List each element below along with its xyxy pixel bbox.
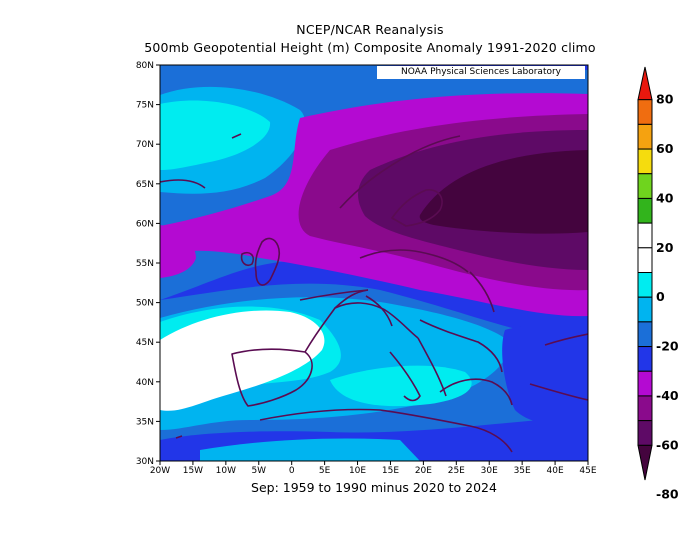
credit-label: NOAA Physical Sciences Laboratory	[377, 66, 585, 79]
colorbar-label: 40	[656, 190, 674, 205]
coastlines	[160, 133, 588, 453]
colorbar-label: 60	[656, 141, 674, 156]
colorbar-segment	[637, 123, 653, 150]
lon-label: 5W	[251, 466, 266, 476]
footer-caption: Sep: 1959 to 1990 minus 2020 to 2024	[251, 480, 497, 495]
colorbar-segment	[637, 99, 653, 125]
lat-label: 65N	[136, 180, 154, 190]
colorbar-segment	[637, 444, 653, 481]
lat-label: 40N	[136, 378, 154, 388]
lon-label: 5E	[319, 466, 331, 476]
colorbar-segment	[637, 173, 653, 199]
colorbar-label: -80	[656, 487, 679, 502]
title-line-1: NCEP/NCAR Reanalysis	[296, 22, 444, 37]
band-minus-10-med	[330, 365, 472, 407]
colorbar-segment	[637, 296, 653, 323]
colorbar-segment	[637, 420, 653, 446]
lat-label: 30N	[136, 457, 154, 467]
lon-label: 20E	[415, 466, 432, 476]
lat-label: 35N	[136, 417, 154, 427]
colorbar-segment	[637, 395, 653, 422]
colorbar-segment	[637, 247, 653, 273]
colorbar-label: 80	[656, 92, 674, 107]
title-line-2: 500mb Geopotential Height (m) Composite …	[144, 40, 596, 55]
lon-label: 10E	[349, 466, 366, 476]
lon-label: 30E	[481, 466, 498, 476]
band-minus-50-west	[160, 225, 196, 278]
lon-label: 45E	[579, 466, 596, 476]
band-minus-20-africa	[200, 438, 420, 461]
band-minus-10-atlantic	[160, 100, 271, 170]
lon-label: 0	[289, 466, 295, 476]
lon-label: 25E	[448, 466, 465, 476]
colorbar	[637, 66, 653, 481]
colorbar-segment	[637, 197, 653, 224]
lon-label: 20W	[150, 466, 170, 476]
colorbar-segment	[637, 66, 653, 101]
colorbar-segment	[637, 321, 653, 348]
lon-label: 35E	[514, 466, 531, 476]
colorbar-segment	[637, 272, 653, 298]
colorbar-segment	[637, 370, 653, 397]
band-minus-80	[419, 150, 588, 234]
lon-label: 15W	[183, 466, 203, 476]
lon-label: 15E	[382, 466, 399, 476]
colorbar-label: 20	[656, 240, 674, 255]
lat-label: 60N	[136, 219, 154, 229]
colorbar-label: -40	[656, 388, 679, 403]
colorbar-segment	[637, 148, 653, 175]
lat-label: 75N	[136, 101, 154, 111]
colorbar-label: 0	[656, 289, 665, 304]
lon-label: 10W	[216, 466, 236, 476]
colorbar-segment	[637, 346, 653, 372]
band-minus-40-east	[502, 324, 588, 425]
colorbar-label: -60	[656, 437, 679, 452]
lat-label: 70N	[136, 140, 154, 150]
lat-label: 45N	[136, 338, 154, 348]
colorbar-segment	[637, 222, 653, 249]
lon-label: 40E	[547, 466, 564, 476]
longitude-labels: 20W 15W 10W 5W 0 5E 10E 15E 20E 25E 30E 35E 40E 45E	[150, 461, 597, 476]
latitude-labels: 80N 75N 70N 65N 60N 55N 50N 45N 40N 35N 30N	[136, 61, 160, 467]
band-zero-iberia	[160, 310, 325, 411]
colorbar-label: -20	[656, 339, 679, 354]
colorbar-labels: 80 60 40 20 0 -20 -40 -60 -80	[656, 92, 679, 502]
anomaly-field	[160, 65, 588, 461]
lat-label: 80N	[136, 61, 154, 71]
lat-label: 55N	[136, 259, 154, 269]
lat-label: 50N	[136, 299, 154, 309]
